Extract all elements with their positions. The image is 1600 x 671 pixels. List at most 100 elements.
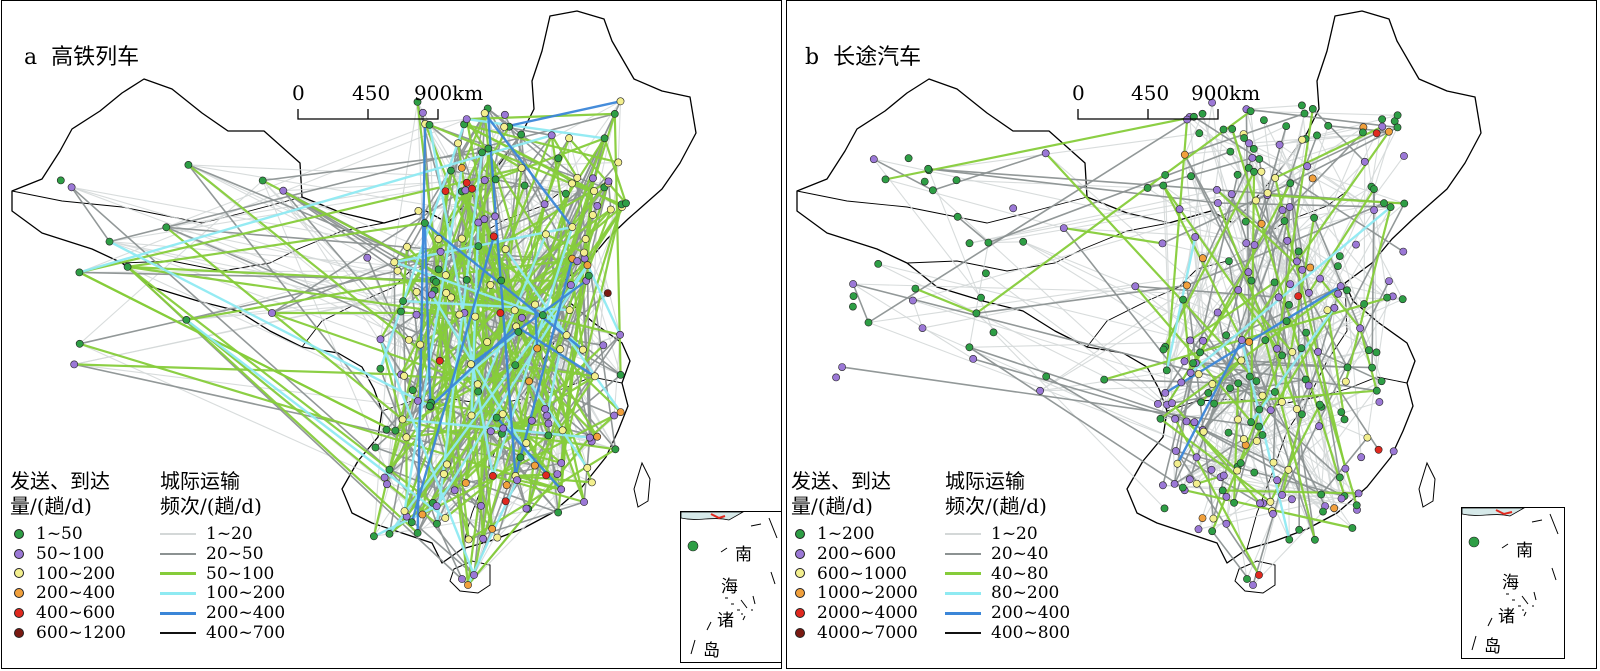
- city-node: [393, 266, 402, 275]
- flow-link: [1279, 126, 1364, 146]
- city-node: [522, 439, 531, 447]
- city-node: [462, 115, 471, 123]
- flow-link: [868, 321, 1322, 496]
- city-node: [1278, 491, 1286, 499]
- flow-link: [372, 279, 435, 537]
- node-class-label: 50~100: [36, 543, 105, 564]
- city-node: [1218, 486, 1227, 495]
- flow-link: [1202, 354, 1283, 431]
- city-node: [484, 144, 493, 153]
- flow-link: [1175, 450, 1260, 576]
- link-class-swatch: [945, 591, 981, 595]
- city-node: [832, 373, 840, 382]
- city-node: [588, 211, 597, 219]
- city-node: [1292, 405, 1301, 413]
- node-class-label: 1~200: [817, 523, 875, 544]
- city-node: [1168, 399, 1176, 407]
- city-node: [461, 479, 470, 487]
- flow-link: [483, 112, 574, 228]
- city-node: [593, 201, 602, 210]
- city-node: [56, 176, 65, 185]
- city-node: [1315, 400, 1324, 409]
- city-node: [1315, 422, 1323, 431]
- city-node: [1195, 129, 1204, 138]
- flow-link: [852, 283, 1275, 393]
- city-node: [70, 360, 79, 369]
- city-node: [599, 341, 608, 350]
- flow-link: [444, 434, 550, 519]
- city-node: [558, 426, 567, 435]
- city-node: [1372, 129, 1381, 138]
- flow-link: [185, 318, 447, 519]
- city-node: [1242, 239, 1251, 248]
- flow-link: [465, 137, 605, 192]
- city-node: [1258, 431, 1267, 439]
- city-node: [989, 328, 998, 337]
- city-node: [420, 219, 429, 227]
- city-node: [920, 177, 929, 186]
- city-node: [1286, 280, 1295, 288]
- city-node: [501, 245, 510, 254]
- city-node: [593, 432, 602, 441]
- city-node: [425, 402, 434, 410]
- city-node: [461, 186, 470, 195]
- city-node: [447, 166, 455, 175]
- link-class-swatch: [945, 571, 981, 575]
- city-node: [520, 181, 529, 190]
- flow-link: [1022, 241, 1306, 380]
- city-node: [1161, 388, 1170, 397]
- city-node: [952, 176, 961, 185]
- flow-link: [379, 338, 476, 576]
- city-node: [590, 187, 598, 195]
- flow-link: [1344, 206, 1392, 382]
- city-node: [1224, 257, 1233, 265]
- flow-link: [1231, 128, 1346, 497]
- flow-link: [166, 226, 516, 366]
- city-node: [400, 371, 408, 380]
- link-legend-item: 100~200: [160, 583, 285, 603]
- inset-label-nan: 南: [1516, 541, 1533, 561]
- panel-title-text: 高铁列车: [51, 45, 140, 70]
- city-node: [1294, 292, 1303, 300]
- city-node: [1273, 344, 1281, 353]
- city-node: [382, 425, 391, 434]
- city-node: [1252, 437, 1261, 445]
- flow-link: [515, 264, 589, 328]
- node-legend-item: 50~100: [10, 544, 126, 564]
- flow-link: [873, 158, 982, 299]
- city-node: [412, 287, 421, 296]
- city-node: [1324, 121, 1333, 130]
- city-node: [434, 235, 443, 243]
- city-node: [1159, 181, 1168, 190]
- city-node: [581, 235, 590, 243]
- city-node: [1310, 213, 1318, 222]
- flow-link: [436, 523, 463, 580]
- flow-link: [928, 132, 1200, 171]
- flow-link: [885, 178, 1064, 229]
- flow-link: [1319, 277, 1361, 329]
- city-node: [1222, 519, 1231, 528]
- city-node: [600, 134, 609, 143]
- city-node: [1282, 122, 1291, 130]
- city-node: [1340, 415, 1349, 424]
- flow-link: [993, 332, 1165, 509]
- city-node: [467, 411, 476, 420]
- flow-link: [515, 473, 558, 477]
- flow-link: [1296, 408, 1341, 478]
- flow-link: [534, 183, 574, 305]
- city-node: [1162, 366, 1171, 375]
- link-legend: 1~20 20~50 50~100 100~200 200~400 400~700: [160, 524, 285, 643]
- city-node: [1160, 504, 1169, 513]
- city-node: [1199, 427, 1208, 436]
- flow-link: [853, 283, 1403, 300]
- node-class-dot: [14, 608, 24, 619]
- flow-link: [1186, 420, 1345, 497]
- city-node: [1198, 254, 1207, 263]
- city-node: [1285, 535, 1294, 544]
- city-node: [425, 121, 434, 129]
- city-node: [1036, 386, 1044, 395]
- flow-link: [515, 474, 592, 484]
- city-node: [455, 310, 464, 319]
- flow-link: [1166, 167, 1250, 371]
- flow-link: [1216, 202, 1298, 410]
